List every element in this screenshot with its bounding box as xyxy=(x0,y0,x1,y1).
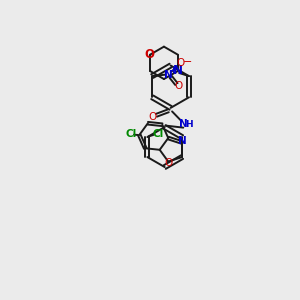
Text: O: O xyxy=(177,58,185,68)
Text: O: O xyxy=(144,48,154,61)
Text: O: O xyxy=(175,81,183,92)
Text: N: N xyxy=(179,119,188,129)
Text: O: O xyxy=(165,158,173,168)
Text: −: − xyxy=(183,57,192,67)
Text: N: N xyxy=(178,136,186,146)
Text: Cl: Cl xyxy=(152,129,163,139)
Text: N: N xyxy=(173,64,183,77)
Text: O: O xyxy=(149,112,157,122)
Text: Cl: Cl xyxy=(125,129,137,140)
Text: H: H xyxy=(185,120,193,129)
Text: +: + xyxy=(169,66,176,75)
Text: N: N xyxy=(164,70,173,80)
